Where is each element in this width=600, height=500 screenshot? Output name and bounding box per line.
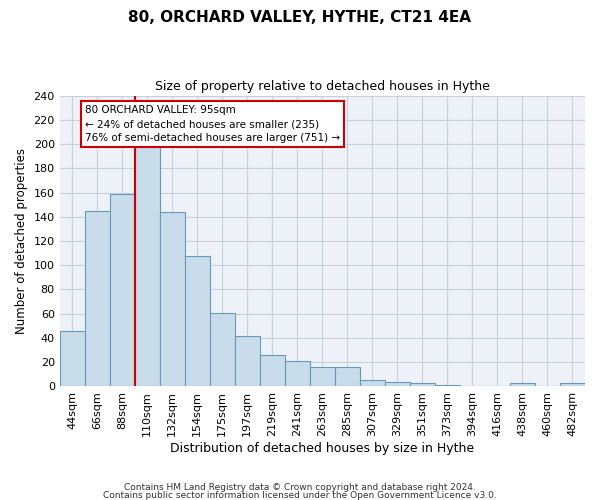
Bar	[235, 336, 260, 386]
Bar	[160, 212, 185, 386]
Y-axis label: Number of detached properties: Number of detached properties	[15, 148, 28, 334]
Bar	[135, 143, 160, 386]
Bar	[335, 367, 360, 386]
Text: Contains HM Land Registry data © Crown copyright and database right 2024.: Contains HM Land Registry data © Crown c…	[124, 484, 476, 492]
Bar	[260, 355, 285, 386]
Bar	[59, 330, 85, 386]
Bar	[510, 383, 535, 386]
Text: 80 ORCHARD VALLEY: 95sqm
← 24% of detached houses are smaller (235)
76% of semi-: 80 ORCHARD VALLEY: 95sqm ← 24% of detach…	[85, 106, 340, 144]
Bar	[285, 361, 310, 386]
Bar	[210, 312, 235, 386]
Text: 80, ORCHARD VALLEY, HYTHE, CT21 4EA: 80, ORCHARD VALLEY, HYTHE, CT21 4EA	[128, 10, 472, 25]
Title: Size of property relative to detached houses in Hythe: Size of property relative to detached ho…	[155, 80, 490, 93]
Bar	[85, 210, 110, 386]
Bar	[560, 383, 585, 386]
Text: Contains public sector information licensed under the Open Government Licence v3: Contains public sector information licen…	[103, 490, 497, 500]
X-axis label: Distribution of detached houses by size in Hythe: Distribution of detached houses by size …	[170, 442, 475, 455]
Bar	[310, 367, 335, 386]
Bar	[385, 382, 410, 386]
Bar	[360, 380, 385, 386]
Bar	[110, 194, 135, 386]
Bar	[435, 385, 460, 386]
Bar	[185, 256, 210, 386]
Bar	[410, 383, 435, 386]
